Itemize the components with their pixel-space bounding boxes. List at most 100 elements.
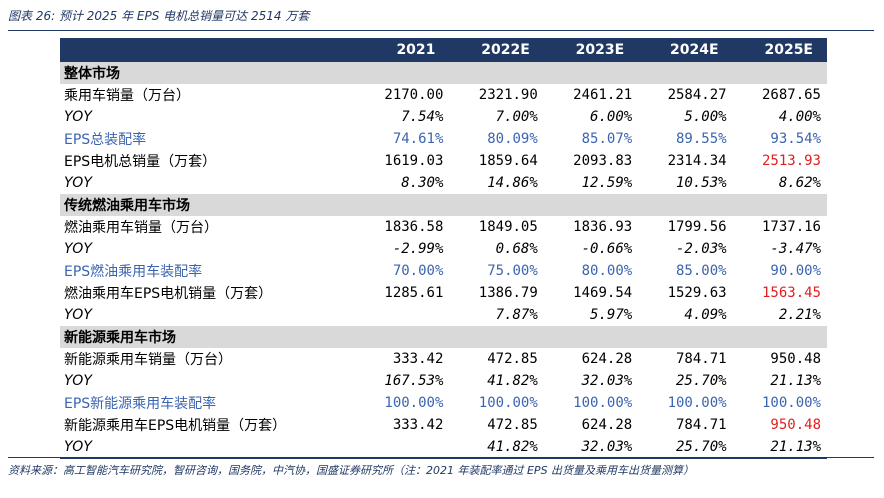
value-cell: 74.61% — [392, 131, 444, 147]
table-row: YOY 7.54% 7.00% 6.00% 5.00% 4.00% — [60, 106, 827, 128]
section-fill — [543, 62, 639, 84]
row-label: EPS燃油乘用车装配率 — [64, 264, 203, 280]
value-cell: 6.00% — [590, 109, 633, 125]
value-cell: 25.70% — [676, 373, 727, 389]
value-cell: 80.09% — [487, 131, 538, 147]
section-fill — [732, 326, 827, 348]
value-cell: 1836.58 — [384, 219, 444, 235]
table-row: 新能源乘用车销量（万台） 333.42 472.85 624.28 784.71 950.… — [60, 348, 827, 370]
value-cell: 2170.00 — [384, 87, 444, 103]
table-row: YOY -2.99% 0.68% -0.66% -2.03% -3.47% — [60, 238, 827, 260]
value-cell: 784.71 — [676, 417, 727, 433]
value-cell: 100.00% — [573, 395, 633, 411]
value-cell: 8.62% — [778, 175, 821, 191]
section-row: 新能源乘用车市场 — [60, 326, 827, 348]
table-row: EPS总装配率 74.61% 80.09% 85.07% 89.55% 93.54% — [60, 128, 827, 150]
row-label: YOY — [64, 109, 92, 125]
value-cell: 624.28 — [581, 351, 633, 367]
value-cell: -2.99% — [392, 241, 444, 257]
value-cell: 950.48 — [770, 417, 821, 433]
section-fill — [449, 326, 544, 348]
value-cell: 2321.90 — [478, 87, 538, 103]
section-label: 传统燃油乘用车市场 — [60, 194, 356, 216]
table-row: 乘用车销量（万台） 2170.00 2321.90 2461.21 2584.27 268… — [60, 84, 827, 106]
table-row: EPS电机总销量（万套） 1619.03 1859.64 2093.83 2314.34… — [60, 150, 827, 172]
table-row: EPS新能源乘用车装配率 100.00% 100.00% 100.00% 100.00%… — [60, 392, 827, 414]
value-cell: 167.53% — [384, 373, 444, 389]
value-cell: 1836.93 — [573, 219, 633, 235]
table-body: 整体市场乘用车销量（万台） 2170.00 2321.90 2461.21 2584.2… — [60, 62, 827, 459]
section-fill — [355, 62, 450, 84]
value-cell: 1386.79 — [478, 285, 538, 301]
header-cell — [60, 38, 356, 62]
table-row: 新能源乘用车EPS电机销量（万套） 333.42 472.85 624.28 784.7… — [60, 414, 827, 436]
table-row: 燃油乘用车销量（万台） 1836.58 1849.05 1836.93 1799.56 1… — [60, 216, 827, 238]
section-label: 整体市场 — [60, 62, 356, 84]
forecast-table: 2021 2022E 2023E 2024E 2025E 整体市场 乘用车销量（万… — [60, 38, 827, 459]
section-fill — [732, 194, 827, 216]
value-cell: 100.00% — [384, 395, 444, 411]
value-cell: -0.66% — [581, 241, 633, 257]
section-fill — [543, 194, 639, 216]
value-cell: 7.54% — [401, 109, 444, 125]
section-row: 整体市场 — [60, 62, 827, 84]
value-cell: 1529.63 — [667, 285, 727, 301]
row-label: 新能源乘用车EPS电机销量（万套） — [64, 418, 287, 434]
value-cell: 5.97% — [590, 307, 633, 323]
value-cell: 41.82% — [487, 373, 538, 389]
row-label: YOY — [64, 373, 92, 389]
table-row: YOY 41.82% 32.03% 25.70% 21.13% — [60, 436, 827, 459]
value-cell: 950.48 — [770, 351, 821, 367]
section-fill — [355, 326, 450, 348]
header-cell: 2023E — [543, 38, 639, 62]
value-cell: 472.85 — [487, 417, 538, 433]
row-label: YOY — [64, 307, 92, 323]
value-cell: 70.00% — [392, 263, 444, 279]
value-cell: 1469.54 — [573, 285, 633, 301]
header-row: 2021 2022E 2023E 2024E 2025E — [60, 38, 827, 62]
value-cell: 2513.93 — [761, 153, 821, 169]
value-cell: 4.00% — [778, 109, 821, 125]
value-cell: 333.42 — [392, 417, 444, 433]
value-cell: 7.87% — [495, 307, 538, 323]
table-row: 燃油乘用车EPS电机销量（万套） 1285.61 1386.79 1469.54 152… — [60, 282, 827, 304]
section-fill — [543, 326, 639, 348]
value-cell: 85.00% — [676, 263, 727, 279]
row-label: 燃油乘用车EPS电机销量（万套） — [64, 286, 273, 302]
value-cell: 12.59% — [581, 175, 633, 191]
value-cell: 10.53% — [676, 175, 727, 191]
value-cell: 41.82% — [449, 436, 544, 459]
row-label: YOY — [60, 436, 356, 459]
section-fill — [638, 194, 733, 216]
source-note: 资料来源：高工智能汽车研究院，智研咨询，国务院，中汽协，国盛证券研究所（注：20… — [8, 464, 695, 477]
value-cell: 2687.65 — [761, 87, 821, 103]
value-cell: 2.21% — [778, 307, 821, 323]
header-cell: 2025E — [732, 38, 827, 62]
value-cell: 1849.05 — [478, 219, 538, 235]
header-cell: 2022E — [449, 38, 544, 62]
value-cell: 2461.21 — [573, 87, 633, 103]
section-fill — [638, 62, 733, 84]
value-cell: 100.00% — [667, 395, 727, 411]
value-cell: 7.00% — [495, 109, 538, 125]
value-cell: 8.30% — [401, 175, 444, 191]
value-cell: 2584.27 — [667, 87, 727, 103]
value-cell: 0.68% — [495, 241, 538, 257]
row-label: 燃油乘用车销量（万台） — [64, 220, 218, 236]
section-fill — [638, 326, 733, 348]
value-cell: 1737.16 — [761, 219, 821, 235]
figure-caption: 图表 26: 预计 2025 年 EPS 电机总销量可达 2514 万套 — [8, 9, 310, 23]
value-cell: -2.03% — [676, 241, 727, 257]
value-cell: 333.42 — [392, 351, 444, 367]
value-cell: 80.00% — [581, 263, 633, 279]
value-cell: 472.85 — [487, 351, 538, 367]
value-cell: 90.00% — [770, 263, 821, 279]
row-label: 新能源乘用车销量（万台） — [64, 352, 232, 368]
section-label: 新能源乘用车市场 — [60, 326, 356, 348]
value-cell: 1285.61 — [384, 285, 444, 301]
row-label: 乘用车销量（万台） — [64, 88, 190, 104]
value-cell: -3.47% — [770, 241, 821, 257]
table-row: YOY 167.53% 41.82% 32.03% 25.70% 21.13% — [60, 370, 827, 392]
row-label: YOY — [64, 175, 92, 191]
section-row: 传统燃油乘用车市场 — [60, 194, 827, 216]
